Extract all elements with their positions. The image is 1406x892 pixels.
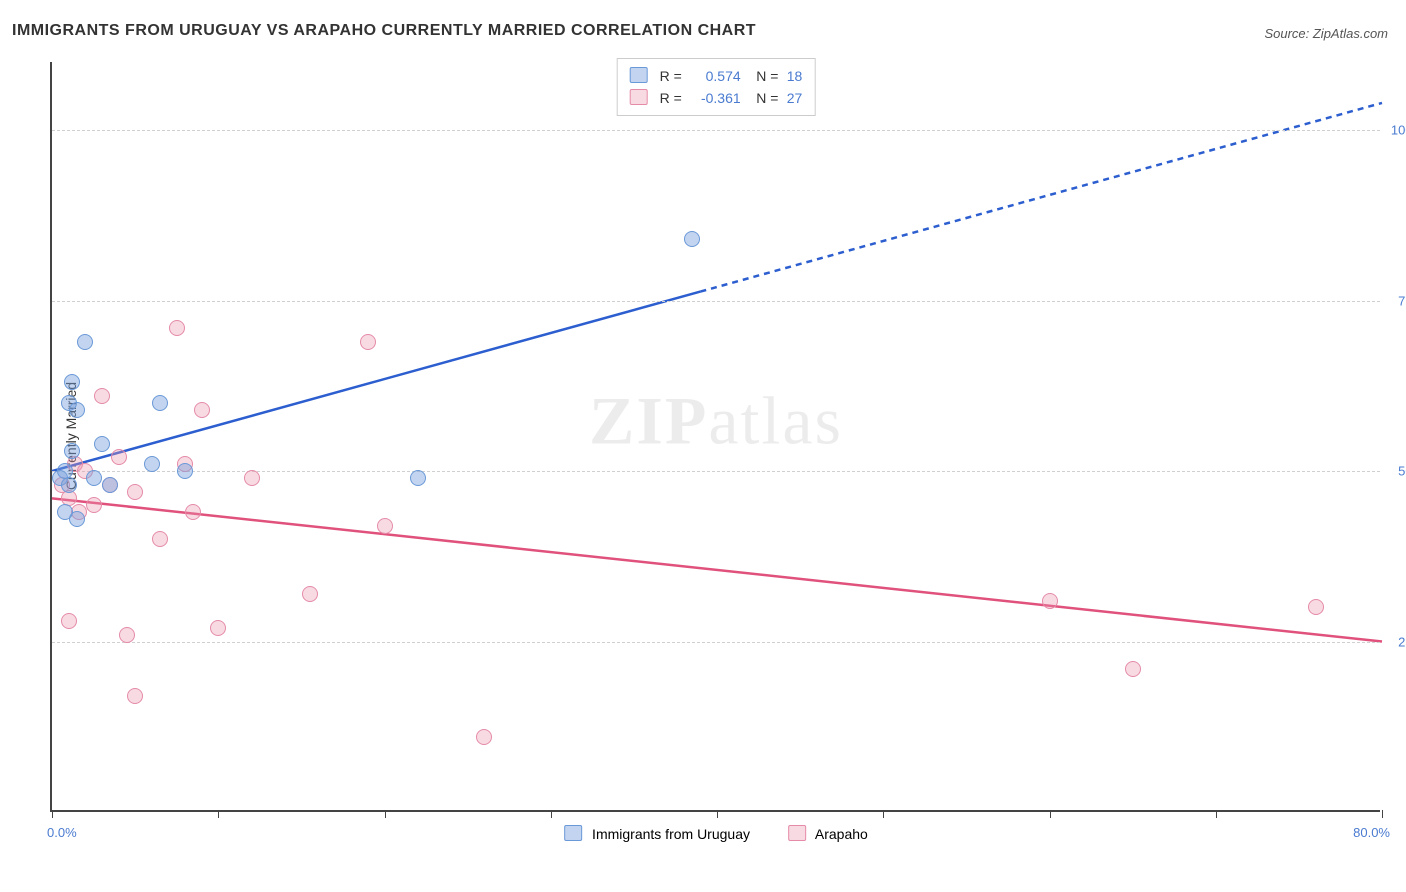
legend-r-label: R = bbox=[660, 68, 682, 84]
scatter-point bbox=[61, 477, 77, 493]
scatter-point bbox=[86, 497, 102, 513]
legend-n-value-uruguay: 18 bbox=[782, 65, 802, 87]
scatter-point bbox=[77, 334, 93, 350]
scatter-point bbox=[57, 504, 73, 520]
legend-swatch-pink bbox=[630, 89, 648, 105]
scatter-point bbox=[119, 627, 135, 643]
regression-line-solid bbox=[52, 498, 1382, 641]
legend-r-value-arapaho: -0.361 bbox=[686, 87, 741, 109]
legend-swatch-blue bbox=[630, 67, 648, 83]
scatter-point bbox=[1125, 661, 1141, 677]
x-tick bbox=[883, 810, 884, 818]
y-tick-label: 25.0% bbox=[1398, 634, 1406, 649]
legend-label-arapaho: Arapaho bbox=[815, 826, 868, 842]
legend-swatch-blue bbox=[564, 825, 582, 841]
plot-area: Currently Married ZIPatlas R = 0.574 N =… bbox=[50, 62, 1380, 812]
gridline bbox=[52, 130, 1380, 131]
scatter-point bbox=[127, 688, 143, 704]
chart-container: { "title": "IMMIGRANTS FROM URUGUAY VS A… bbox=[0, 0, 1406, 892]
legend-row-arapaho: R = -0.361 N = 27 bbox=[630, 87, 803, 109]
scatter-point bbox=[61, 613, 77, 629]
scatter-point bbox=[69, 402, 85, 418]
regression-line-dashed bbox=[700, 103, 1382, 292]
legend-swatch-pink bbox=[788, 825, 806, 841]
legend-n-label: N = bbox=[756, 90, 778, 106]
scatter-point bbox=[169, 320, 185, 336]
scatter-point bbox=[1308, 599, 1324, 615]
scatter-point bbox=[111, 449, 127, 465]
scatter-point bbox=[244, 470, 260, 486]
scatter-point bbox=[360, 334, 376, 350]
scatter-point bbox=[127, 484, 143, 500]
scatter-point bbox=[86, 470, 102, 486]
scatter-point bbox=[152, 395, 168, 411]
scatter-point bbox=[1042, 593, 1058, 609]
scatter-point bbox=[94, 436, 110, 452]
x-tick bbox=[1050, 810, 1051, 818]
x-tick bbox=[218, 810, 219, 818]
legend-r-label: R = bbox=[660, 90, 682, 106]
scatter-point bbox=[476, 729, 492, 745]
scatter-point bbox=[377, 518, 393, 534]
scatter-point bbox=[177, 463, 193, 479]
scatter-point bbox=[102, 477, 118, 493]
scatter-point bbox=[194, 402, 210, 418]
x-tick bbox=[717, 810, 718, 818]
legend-correlation-box: R = 0.574 N = 18 R = -0.361 N = 27 bbox=[617, 58, 816, 116]
legend-n-label: N = bbox=[756, 68, 778, 84]
x-tick bbox=[1382, 810, 1383, 818]
scatter-point bbox=[152, 531, 168, 547]
source-attribution: Source: ZipAtlas.com bbox=[1264, 26, 1388, 41]
scatter-point bbox=[94, 388, 110, 404]
scatter-point bbox=[64, 374, 80, 390]
scatter-point bbox=[144, 456, 160, 472]
legend-n-value-arapaho: 27 bbox=[782, 87, 802, 109]
scatter-point bbox=[210, 620, 226, 636]
scatter-point bbox=[302, 586, 318, 602]
scatter-point bbox=[684, 231, 700, 247]
chart-title: IMMIGRANTS FROM URUGUAY VS ARAPAHO CURRE… bbox=[12, 22, 756, 40]
gridline bbox=[52, 301, 1380, 302]
x-tick bbox=[551, 810, 552, 818]
legend-label-uruguay: Immigrants from Uruguay bbox=[592, 826, 750, 842]
scatter-point bbox=[410, 470, 426, 486]
x-axis-max-label: 80.0% bbox=[1353, 825, 1390, 840]
x-axis-min-label: 0.0% bbox=[47, 825, 77, 840]
x-tick bbox=[1216, 810, 1217, 818]
y-tick-label: 50.0% bbox=[1398, 464, 1406, 479]
gridline bbox=[52, 642, 1380, 643]
legend-row-uruguay: R = 0.574 N = 18 bbox=[630, 65, 803, 87]
y-tick-label: 75.0% bbox=[1398, 293, 1406, 308]
x-tick bbox=[52, 810, 53, 818]
legend-r-value-uruguay: 0.574 bbox=[686, 65, 741, 87]
legend-series-names: Immigrants from Uruguay Arapaho bbox=[564, 825, 868, 842]
y-tick-label: 100.0% bbox=[1391, 123, 1406, 138]
regression-line-solid bbox=[52, 292, 700, 471]
regression-lines-layer bbox=[52, 62, 1380, 810]
scatter-point bbox=[64, 443, 80, 459]
x-tick bbox=[385, 810, 386, 818]
scatter-point bbox=[185, 504, 201, 520]
